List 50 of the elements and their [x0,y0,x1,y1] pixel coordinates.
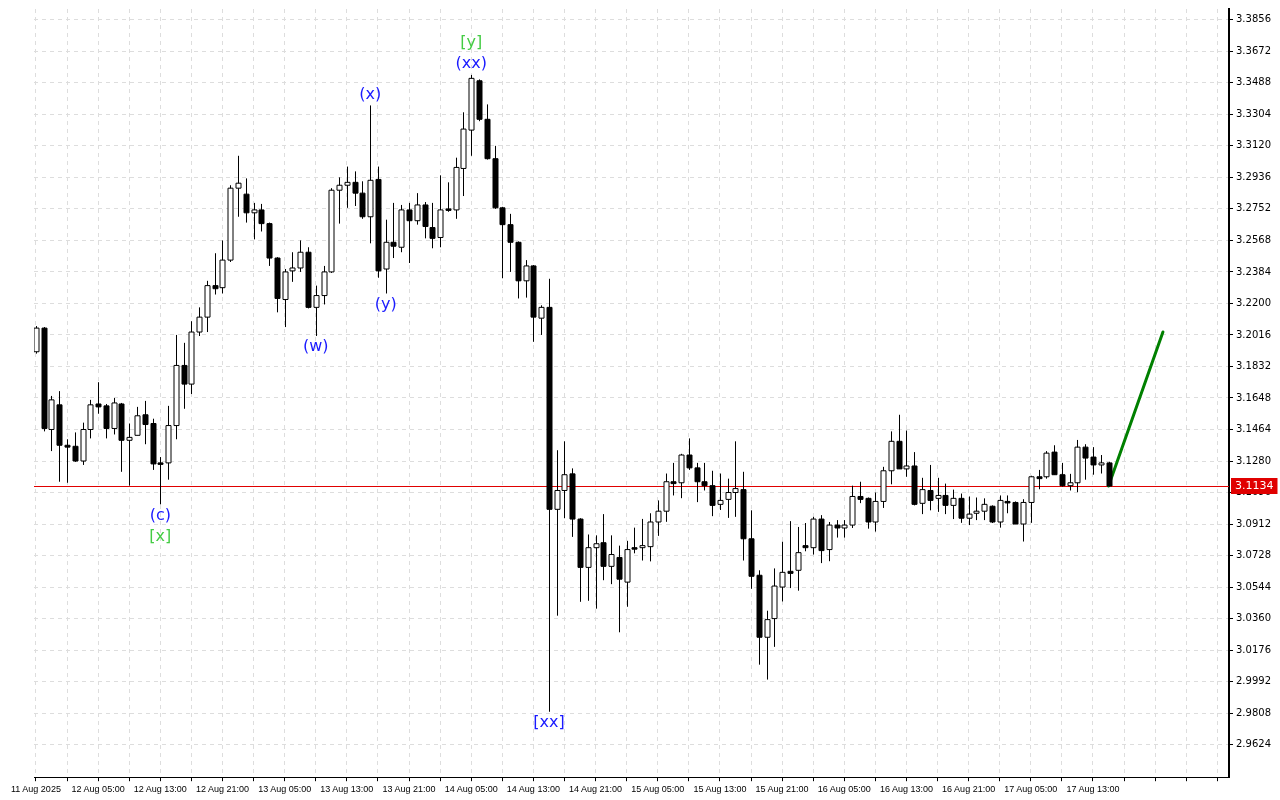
y-tick-label: 3.3672 [1236,44,1272,56]
y-tick-label: 3.1280 [1236,454,1272,466]
x-tick-label: 13 Aug 21:00 [382,784,436,795]
y-tick-label: 2.9992 [1236,675,1272,687]
ref-line-label: 3.1134 [1235,478,1274,492]
x-tick-label: 12 Aug 05:00 [71,784,125,795]
annotation: (y) [374,293,397,313]
annotation: (w) [302,336,329,356]
x-tick-label: 15 Aug 05:00 [631,784,685,795]
annotation: (x) [359,83,382,103]
x-tick-label: 16 Aug 13:00 [879,784,933,795]
annotation: [x] [149,525,172,545]
x-tick-label: 14 Aug 13:00 [506,784,560,795]
x-tick-label: 11 Aug 2025 [11,784,61,795]
y-tick-label: 3.1648 [1236,391,1272,403]
x-tick-label: 15 Aug 21:00 [755,784,809,795]
y-tick-label: 3.1464 [1236,423,1272,435]
y-tick-label: 3.0176 [1236,643,1272,655]
y-tick-label: 3.1832 [1236,360,1272,372]
y-tick-label: 3.0912 [1236,517,1272,529]
y-tick-label: 2.9624 [1236,738,1272,750]
y-tick-label: 2.9808 [1236,706,1272,718]
y-tick-label: 3.2200 [1236,297,1272,309]
y-tick-label: 3.3120 [1236,139,1272,151]
x-tick-label: 15 Aug 13:00 [693,784,747,795]
y-tick-label: 3.0728 [1236,549,1272,561]
annotation: [y] [460,32,483,52]
y-tick-label: 3.3304 [1236,107,1272,119]
annotation: (xx) [455,53,487,73]
y-tick-label: 3.2752 [1236,202,1272,214]
x-tick-label: 12 Aug 13:00 [133,784,187,795]
x-tick-label: 17 Aug 13:00 [1066,784,1120,795]
x-tick-label: 16 Aug 05:00 [817,784,871,795]
y-tick-label: 3.2568 [1236,234,1272,245]
x-tick-label: 14 Aug 05:00 [444,784,498,795]
y-tick-label: 3.0544 [1236,580,1272,592]
x-tick-label: 13 Aug 13:00 [320,784,374,795]
y-tick-label: 3.0360 [1236,612,1272,624]
y-tick-label: 3.3856 [1236,13,1272,25]
x-tick-label: 14 Aug 21:00 [569,784,623,795]
x-tick-label: 13 Aug 05:00 [258,784,312,795]
y-tick-label: 3.2384 [1236,265,1272,277]
x-tick-label: 17 Aug 05:00 [1004,784,1058,795]
x-tick-label: 16 Aug 21:00 [942,784,996,795]
annotation: (c) [149,504,171,524]
y-tick-label: 3.2936 [1236,170,1272,182]
annotation: [xx] [533,711,565,731]
x-tick-label: 12 Aug 21:00 [195,784,250,795]
y-tick-label: 3.3488 [1236,76,1272,88]
y-tick-label: 3.2016 [1236,328,1272,340]
